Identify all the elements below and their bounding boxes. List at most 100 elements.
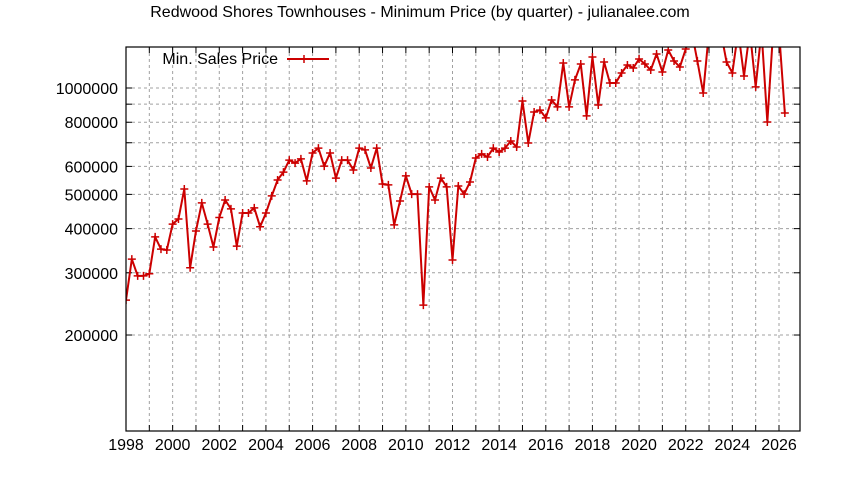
plus-marker-icon [326, 148, 335, 157]
data-series-min-sales-price [126, 27, 789, 310]
y-tick-label: 400000 [65, 222, 118, 239]
plus-marker-icon [477, 149, 486, 158]
x-tick-label: 2002 [201, 437, 237, 454]
plus-marker-icon [646, 66, 655, 75]
plus-marker-icon [396, 196, 405, 205]
plus-marker-icon [769, 27, 777, 35]
plus-marker-icon [250, 203, 259, 212]
plus-marker-icon [512, 142, 521, 151]
plus-marker-icon [442, 182, 451, 191]
plus-marker-icon [343, 156, 352, 165]
plus-marker-icon [425, 182, 434, 191]
plus-marker-icon [349, 166, 358, 175]
plus-marker-icon [302, 176, 311, 185]
axes: 200000 300000 400000 500000 600000 800000 1000… [56, 47, 800, 454]
chart-title: Redwood Shores Townhouses - Minimum Pric… [0, 4, 844, 22]
plus-marker-icon [763, 118, 772, 127]
plus-marker-icon [652, 49, 661, 58]
plus-marker-icon [717, 27, 725, 35]
plus-marker-icon [127, 255, 136, 264]
plus-marker-icon [465, 178, 474, 187]
plus-marker-icon [390, 220, 399, 229]
plus-marker-icon [320, 162, 329, 171]
plus-marker-icon [565, 102, 574, 111]
y-tick-label: 1000000 [56, 81, 118, 98]
plus-marker-icon [489, 144, 498, 153]
grid-lines [126, 47, 800, 431]
plus-marker-icon [506, 136, 515, 145]
plus-marker-icon [711, 27, 719, 35]
plus-marker-icon [355, 144, 364, 153]
plus-marker-icon [215, 213, 224, 222]
plus-marker-icon [547, 95, 556, 104]
plus-marker-icon [366, 163, 375, 172]
plus-marker-icon [640, 60, 649, 69]
x-tick-label: 2008 [341, 437, 377, 454]
plus-marker-icon [454, 182, 463, 191]
plus-marker-icon [758, 27, 766, 35]
x-tick-label: 2004 [248, 437, 284, 454]
plus-marker-icon [594, 101, 603, 110]
plus-marker-icon [600, 57, 609, 66]
x-tick-label: 1998 [108, 437, 144, 454]
plus-marker-icon [401, 171, 410, 180]
plus-marker-icon [285, 156, 294, 165]
x-tick-label: 2024 [715, 437, 751, 454]
plus-marker-icon [705, 27, 713, 35]
plus-marker-icon [483, 152, 492, 161]
plus-marker-icon [617, 68, 626, 77]
plus-marker-icon [611, 79, 620, 88]
plus-marker-icon [291, 159, 300, 168]
plus-marker-icon [740, 72, 749, 81]
plus-marker-icon [139, 271, 148, 280]
y-tick-label: 500000 [65, 187, 118, 204]
plus-marker-icon [553, 102, 562, 111]
plus-marker-icon [191, 226, 200, 235]
plus-marker-icon [226, 204, 235, 213]
plus-marker-icon [635, 54, 644, 63]
plus-marker-icon [670, 57, 679, 66]
plus-marker-icon [530, 108, 539, 117]
y-tick-label: 600000 [65, 159, 118, 176]
x-tick-label: 2016 [528, 437, 564, 454]
series-line [126, 47, 786, 306]
plus-marker-icon [232, 242, 241, 251]
plus-marker-icon [559, 58, 568, 67]
plus-marker-icon [162, 246, 171, 255]
plus-marker-icon [688, 27, 696, 35]
x-tick-label: 2010 [388, 437, 424, 454]
plus-marker-icon [296, 154, 305, 163]
plus-marker-icon [500, 144, 509, 153]
plus-marker-icon [314, 144, 323, 153]
plus-marker-icon [361, 145, 370, 154]
plus-marker-icon [186, 263, 195, 272]
plus-marker-icon [582, 111, 591, 120]
plus-marker-icon [541, 113, 550, 122]
plus-marker-icon [658, 67, 667, 76]
plus-marker-icon [151, 232, 160, 241]
plus-marker-icon [722, 57, 731, 66]
plus-marker-icon [221, 196, 230, 205]
plus-marker-icon [145, 269, 154, 278]
plot-border [125, 46, 801, 432]
plus-marker-icon [419, 301, 428, 310]
plus-marker-icon [675, 62, 684, 71]
y-tick-label: 800000 [65, 115, 118, 132]
plus-marker-icon [448, 256, 457, 265]
plus-marker-icon [372, 144, 381, 153]
plus-marker-icon [209, 242, 218, 251]
plus-marker-icon [570, 75, 579, 84]
plus-marker-icon [168, 220, 177, 229]
x-tick-label: 2000 [155, 437, 191, 454]
x-tick-label: 2022 [668, 437, 704, 454]
plus-marker-icon [460, 190, 469, 199]
plus-marker-icon [518, 96, 527, 105]
plus-marker-icon [728, 68, 737, 77]
chart-title-text: Redwood Shores Townhouses - Minimum Pric… [150, 4, 690, 21]
plot-frame [125, 46, 801, 432]
plus-marker-icon [279, 168, 288, 177]
plus-marker-icon [244, 208, 253, 217]
plus-marker-icon [588, 52, 597, 61]
plus-marker-icon [384, 180, 393, 189]
plus-marker-icon [576, 60, 585, 69]
